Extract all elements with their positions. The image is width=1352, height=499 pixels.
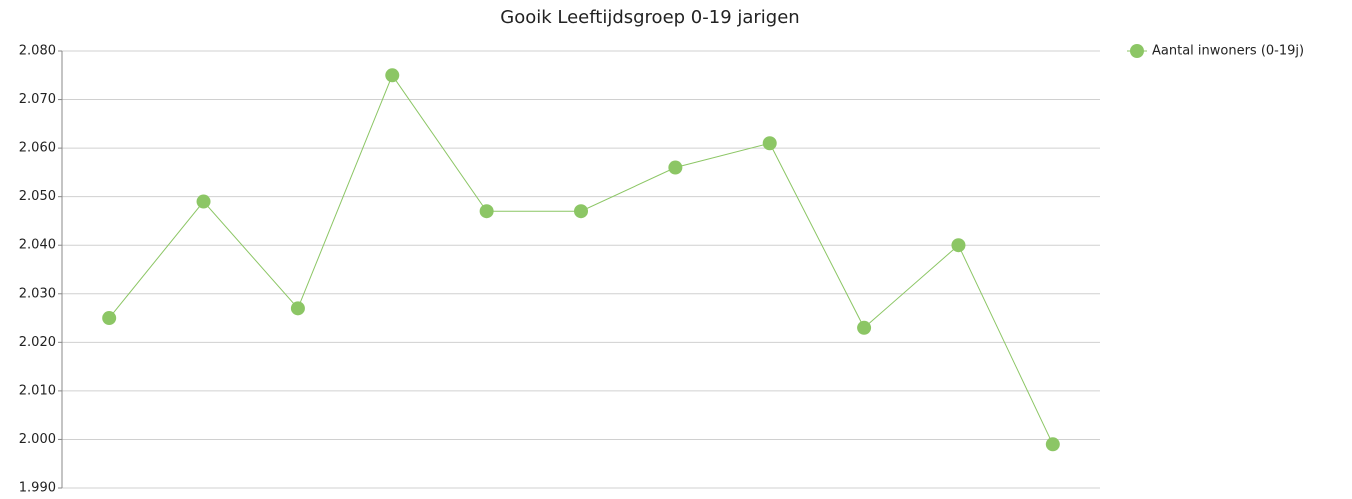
series-line [108, 74, 1054, 445]
y-tick-label: 2.080 [19, 44, 56, 59]
y-tick-label: 2.020 [19, 335, 56, 350]
y-tick-label: 1.990 [19, 481, 56, 496]
y-tick-label: 2.010 [19, 383, 56, 398]
y-tick-label: 2.050 [19, 189, 56, 204]
data-point [290, 301, 305, 316]
y-tick-label: 2.030 [19, 286, 56, 301]
y-tick-label: 2.070 [19, 92, 56, 107]
data-point [1045, 437, 1060, 452]
y-tick-label: 2.040 [19, 238, 56, 253]
y-tick-label: 2.000 [19, 432, 56, 447]
data-point [102, 311, 117, 326]
data-point [385, 68, 400, 83]
legend-marker [1130, 44, 1144, 58]
data-point [574, 204, 588, 219]
y-tick-label: 2.060 [19, 141, 56, 156]
data-point [762, 136, 777, 151]
data-point [857, 320, 872, 335]
data-point [951, 238, 966, 253]
legend-label: Aantal inwoners (0-19j) [1152, 44, 1304, 59]
data-point [479, 204, 494, 219]
data-point [196, 194, 211, 209]
data-point [668, 160, 683, 175]
chart-title: Gooik Leeftijdsgroep 0-19 jarigen [500, 7, 799, 28]
